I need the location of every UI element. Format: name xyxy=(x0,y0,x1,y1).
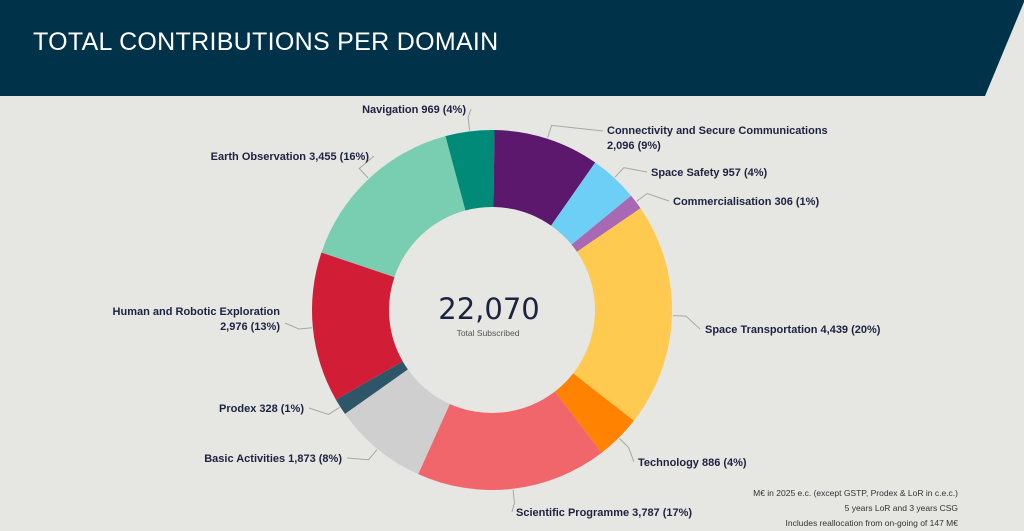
slice-label: Earth Observation 3,455 (16%) xyxy=(211,151,370,163)
slice-label: Navigation 969 (4%) xyxy=(362,104,466,116)
donut-slice-prodex[interactable] xyxy=(335,361,408,414)
leader-line xyxy=(636,192,670,202)
leader-line xyxy=(511,489,516,513)
donut-slice-commercialisation[interactable] xyxy=(571,195,641,252)
slice-label: Space Safety 957 (4%) xyxy=(651,167,768,179)
page-title: TOTAL CONTRIBUTIONS PER DOMAIN xyxy=(33,28,499,56)
leader-line xyxy=(308,407,340,415)
header-background xyxy=(0,0,1024,96)
slice-label: 2,096 (9%) xyxy=(607,140,661,152)
donut-slice-navigation[interactable] xyxy=(445,130,495,211)
leader-line xyxy=(614,167,648,178)
slice-label: Space Transportation 4,439 (20%) xyxy=(705,324,881,336)
donut-slice-connectivity-and-secure-communications[interactable] xyxy=(493,130,596,226)
header-banner: TOTAL CONTRIBUTIONS PER DOMAIN xyxy=(0,0,1024,96)
footnote-line: M€ in 2025 e.c. (except GSTP, Prodex & L… xyxy=(753,488,958,498)
leader-line xyxy=(547,124,604,138)
donut-slice-scientific-programme[interactable] xyxy=(418,391,602,491)
slice-label: 2,976 (13%) xyxy=(220,321,280,333)
donut-slice-space-safety[interactable] xyxy=(551,162,632,245)
footnotes: M€ in 2025 e.c. (except GSTP, Prodex & L… xyxy=(753,486,958,531)
donut-slice-space-transportation[interactable] xyxy=(573,208,672,421)
leader-line xyxy=(672,315,701,330)
slice-label: Basic Activities 1,873 (8%) xyxy=(204,453,342,465)
donut-slice-human-and-robotic-exploration[interactable] xyxy=(311,252,403,400)
slice-label: Commercialisation 306 (1%) xyxy=(673,196,819,208)
leader-line xyxy=(284,322,312,330)
total-value: 22,070 xyxy=(438,292,539,326)
footnote-line: Includes reallocation from on-going of 1… xyxy=(785,518,958,528)
leader-line xyxy=(346,449,378,461)
slice-label: Human and Robotic Exploration xyxy=(113,306,281,318)
donut-slice-basic-activities[interactable] xyxy=(344,369,450,475)
footnote-line: 5 years LoR and 3 years CSG xyxy=(844,503,958,513)
leader-line xyxy=(619,438,635,463)
leader-line xyxy=(467,108,472,131)
donut-slice-earth-observation[interactable] xyxy=(321,136,466,278)
slice-label: Connectivity and Secure Communications xyxy=(607,125,828,137)
leader-line xyxy=(358,155,375,179)
donut-slice-technology[interactable] xyxy=(554,373,634,453)
total-caption: Total Subscribed xyxy=(457,328,520,338)
slice-label: Scientific Programme 3,787 (17%) xyxy=(516,507,692,519)
slice-label: Technology 886 (4%) xyxy=(638,457,747,469)
slice-label: Prodex 328 (1%) xyxy=(219,403,304,415)
